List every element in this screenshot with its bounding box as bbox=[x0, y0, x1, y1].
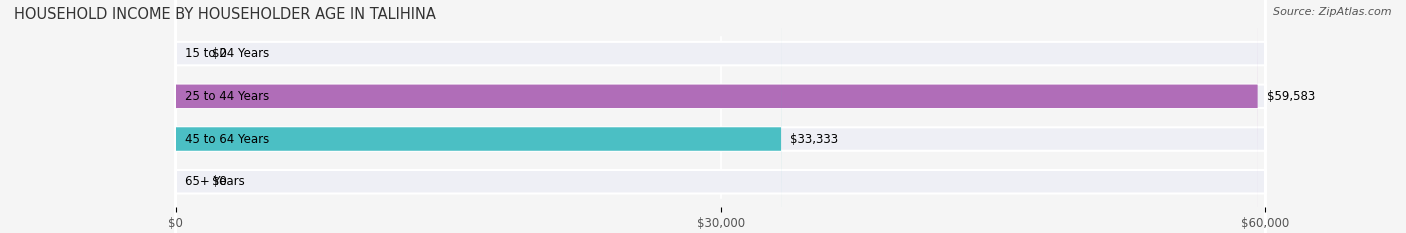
Text: 25 to 44 Years: 25 to 44 Years bbox=[184, 90, 269, 103]
FancyBboxPatch shape bbox=[176, 0, 782, 233]
Text: $59,583: $59,583 bbox=[1267, 90, 1315, 103]
Text: Source: ZipAtlas.com: Source: ZipAtlas.com bbox=[1274, 7, 1392, 17]
FancyBboxPatch shape bbox=[176, 0, 1265, 233]
FancyBboxPatch shape bbox=[176, 0, 1265, 233]
FancyBboxPatch shape bbox=[176, 0, 1258, 233]
Text: $0: $0 bbox=[212, 47, 226, 60]
Text: 65+ Years: 65+ Years bbox=[184, 175, 245, 188]
Text: 45 to 64 Years: 45 to 64 Years bbox=[184, 133, 269, 146]
FancyBboxPatch shape bbox=[176, 0, 1265, 233]
Text: $33,333: $33,333 bbox=[790, 133, 838, 146]
Text: 15 to 24 Years: 15 to 24 Years bbox=[184, 47, 269, 60]
FancyBboxPatch shape bbox=[176, 0, 1265, 233]
Text: HOUSEHOLD INCOME BY HOUSEHOLDER AGE IN TALIHINA: HOUSEHOLD INCOME BY HOUSEHOLDER AGE IN T… bbox=[14, 7, 436, 22]
Text: $0: $0 bbox=[212, 175, 226, 188]
